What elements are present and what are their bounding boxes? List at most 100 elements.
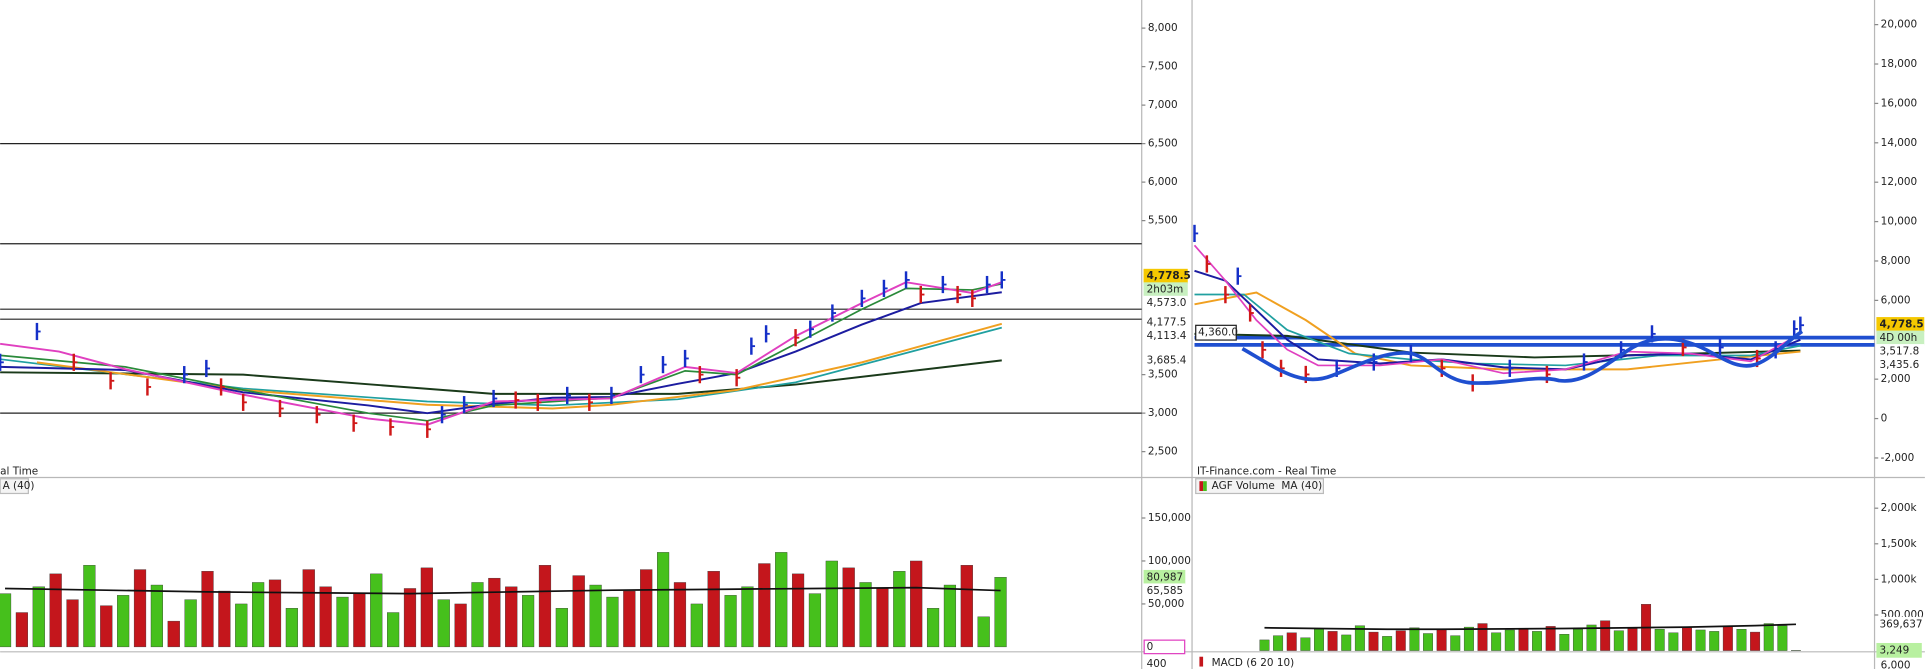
volume-bar [1559,634,1570,651]
volume-bar [32,586,45,648]
price-label-box [1143,295,1188,311]
volume-bar [960,565,973,648]
volume-ma [1264,623,1797,631]
moving-average [1193,244,1801,375]
volume-bar [1423,633,1433,651]
volume-bar [201,571,214,648]
volume-bar [403,588,417,648]
volume-bar [1477,623,1488,651]
volume-bar [1709,631,1720,651]
marker-label: 4,360.0 [1198,327,1238,339]
price-label-box [1143,639,1186,655]
volume-bar [1545,626,1556,651]
price-label: 4,778.5 [1147,270,1191,282]
volume-bar [1777,625,1788,651]
indicator-tab[interactable] [1195,478,1325,495]
volume-bar [420,567,433,648]
volume-bar [167,620,180,648]
volume-bar [673,582,687,648]
volume-bar [1682,627,1692,651]
volume-bar [1409,627,1420,651]
volume-bar [133,569,147,648]
price-label: 4,113.4 [1147,330,1187,342]
y-tick-label: 8,000 [1881,255,1911,267]
volume-title[interactable]: A (40) [3,480,35,492]
price-label: 3,435.6 [1879,359,1919,371]
volume-bar [808,593,822,648]
y-tick-label: 10,000 [1881,216,1917,228]
volume-bar [1259,639,1270,651]
volume-bar [1286,632,1297,651]
volume-bar [117,595,130,648]
indicator-tab[interactable] [0,478,29,495]
chart-layer: 2,500 3,000 3,500 5,500 6,000 6,500 7,000 7,500… [0,19,1925,658]
volume-bar [1491,632,1502,651]
y-tick-label: 16,000 [1881,97,1917,109]
drawing-curve [1241,329,1804,385]
y-tick-label: 2,000 [1881,373,1911,385]
volume-bar [555,608,568,648]
volume-bar [49,573,62,648]
volume-ma [5,586,1001,595]
y-tick-label: 100,000 [1148,555,1191,567]
volume-bar [1572,629,1583,651]
source-label: IT-Finance.com - Real Time [1197,465,1336,477]
price-label: 3,517.8 [1879,345,1919,357]
volume-bar [184,599,197,648]
volume-bar [926,608,940,648]
price-label: 4,177.5 [1147,316,1187,328]
volume-bar [268,579,282,648]
volume-bar [1300,637,1311,651]
moving-average [0,282,1002,422]
volume-bar [589,584,602,648]
moving-average [1194,291,1801,371]
price-label-box [1143,328,1188,344]
y-tick-label: 2,000k [1881,502,1917,514]
volume-bar [758,563,771,648]
volume-bar [488,577,501,648]
volume-bar [893,571,906,648]
price-label-box [1876,642,1922,658]
price-label: 369,637 [1879,618,1922,630]
volume-bar [1750,631,1761,651]
volume-bar [538,565,552,648]
volume-bar [302,569,315,648]
marker-box [1195,324,1237,341]
volume-bar [522,595,535,648]
price-label: 3,685.4 [1147,354,1187,366]
volume-bar [1763,623,1774,651]
price-label: 4,778.5 [1879,318,1923,330]
price-label: 0 [1147,641,1154,653]
y-tick-label: 8,000 [1148,22,1178,34]
volume-bar [977,616,990,648]
y-tick-label: 6,500 [1148,138,1178,150]
volume-title[interactable]: AGF Volume MA (40) [1212,480,1323,492]
volume-bar [876,588,889,648]
volume-icon [1199,481,1204,492]
volume-bar [0,593,12,648]
y-tick-label: 7,500 [1148,61,1178,73]
volume-bar [910,560,923,648]
volume-bar [387,612,400,648]
y-tick-label: 7,000 [1148,99,1178,111]
y-tick-label: 150,000 [1148,512,1191,524]
y-tick-label: 50,000 [1148,598,1184,610]
y-tick-label: 12,000 [1881,176,1917,188]
volume-bar [741,586,754,648]
volume-bar [1382,636,1393,651]
moving-average [0,326,1003,407]
volume-bar [252,582,265,648]
volume-bar [1695,629,1706,651]
macd-title[interactable]: MACD (6 20 10) [1212,657,1294,669]
volume-bar [707,571,720,648]
y-tick-label: 1,500k [1881,538,1917,550]
volume-bar [1586,624,1597,651]
volume-bar [775,552,788,648]
y-tick-label: 5,500 [1148,215,1178,227]
source-label: al Time [0,465,38,477]
price-label: 4,573.0 [1147,297,1187,309]
y-tick-label: 0 [1881,413,1888,425]
price-label-box [1876,357,1925,373]
volume-bar [859,582,872,648]
